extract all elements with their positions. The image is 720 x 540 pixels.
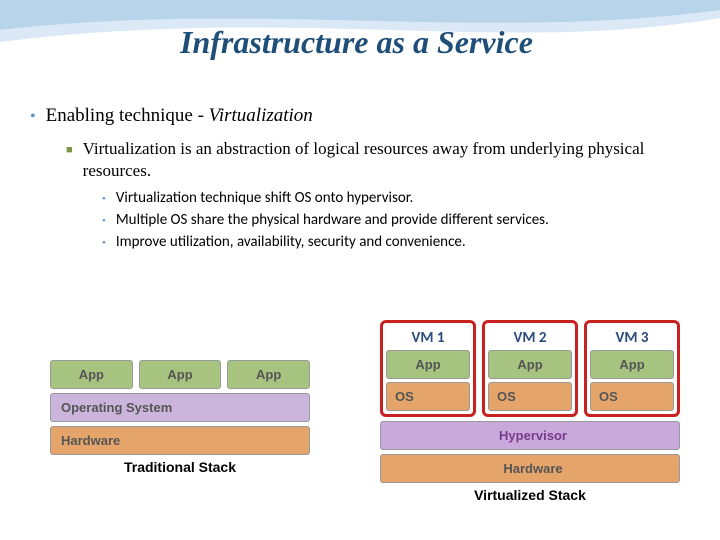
bullet-dot2-icon: • [102,237,106,249]
vm-name: VM 1 [386,326,470,350]
vm-col: App OS [590,350,674,411]
virt-hw-box: Hardware [380,454,680,483]
trad-hw-box: Hardware [50,426,310,455]
vm-group: VM 2 App OS [482,320,578,417]
sub2-text: Multiple OS share the physical hardware … [116,211,549,229]
bullet-dot2-icon: • [102,215,106,227]
trad-app-box: App [227,360,310,389]
content-area: • Enabling technique - Virtualization ■ … [30,105,690,255]
virt-label: Virtualized Stack [380,487,680,503]
vm-os-box: OS [386,382,470,411]
vm-col: App OS [488,350,572,411]
slide: Infrastructure as a Service • Enabling t… [0,0,720,540]
trad-app-box: App [50,360,133,389]
vm-name: VM 3 [590,326,674,350]
vm-app-box: App [590,350,674,379]
vm-group: VM 3 App OS [584,320,680,417]
virtualized-stack: VM 1 App OS VM 2 App OS VM 3 [380,320,680,503]
trad-os-box: Operating System [50,393,310,422]
trad-apps-row: App App App [50,360,310,389]
bullet-dot-icon: • [30,106,36,128]
bullet-level3: • Improve utilization, availability, sec… [102,233,690,251]
bullet-level3: • Virtualization technique shift OS onto… [102,189,690,207]
sub3-text: Improve utilization, availability, secur… [116,233,466,251]
vm-name: VM 2 [488,326,572,350]
bullet-level2: ■ Virtualization is an abstraction of lo… [66,138,690,182]
slide-title: Infrastructure as a Service [180,24,533,61]
bullet-level3: • Multiple OS share the physical hardwar… [102,211,690,229]
sub1-text: Virtualization technique shift OS onto h… [116,189,413,207]
vm-os-box: OS [488,382,572,411]
virt-hw-row: Hardware [380,454,680,483]
bullet-level1: • Enabling technique - Virtualization [30,105,690,128]
trad-label: Traditional Stack [50,459,310,475]
bullet1-emph: Virtualization [209,105,313,126]
bullet2-text: Virtualization is an abstraction of logi… [83,138,690,182]
trad-hw-row: Hardware [50,426,310,455]
virt-hyper-row: Hypervisor [380,421,680,450]
vm-app-box: App [386,350,470,379]
hypervisor-box: Hypervisor [380,421,680,450]
bullet1-prefix: Enabling technique - [46,105,209,126]
bullet-square-icon: ■ [66,144,73,156]
trad-os-row: Operating System [50,393,310,422]
traditional-stack: App App App Operating System Hardware Tr… [50,360,310,475]
vm-col: App OS [386,350,470,411]
bullet1-text: Enabling technique - Virtualization [46,105,313,127]
vm-app-box: App [488,350,572,379]
virt-vms-row: VM 1 App OS VM 2 App OS VM 3 [380,320,680,417]
vm-group: VM 1 App OS [380,320,476,417]
vm-os-box: OS [590,382,674,411]
bullet-dot2-icon: • [102,193,106,205]
trad-app-box: App [139,360,222,389]
diagram-area: App App App Operating System Hardware Tr… [0,320,720,520]
